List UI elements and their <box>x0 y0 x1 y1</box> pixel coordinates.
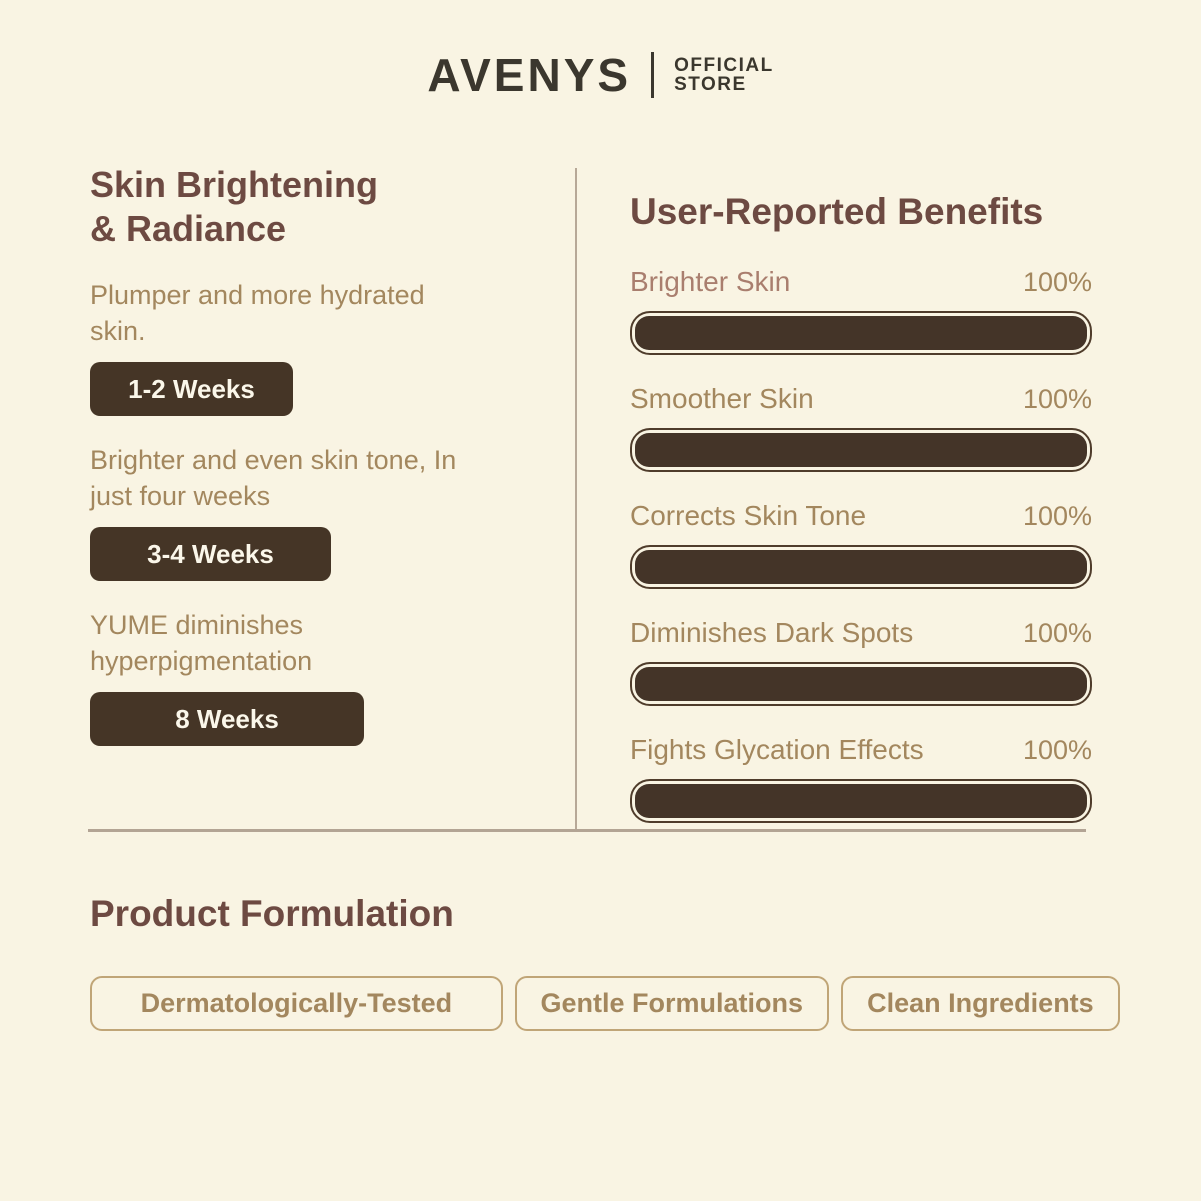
milestone-description-line1: Plumper and more hydrated <box>90 280 425 310</box>
progress-bar-track <box>630 662 1092 706</box>
user-reported-benefits-section: User-Reported Benefits Brighter Skin 100… <box>630 191 1092 850</box>
formulation-pill: Gentle Formulations <box>514 976 829 1031</box>
benefit-label: Smoother Skin <box>630 383 814 414</box>
horizontal-divider <box>88 829 1086 832</box>
benefit-head: Corrects Skin Tone 100% <box>630 499 1092 533</box>
milestone-description-line1: Brighter and even skin tone, In <box>90 445 457 475</box>
product-formulation-section: Product Formulation Dermatologically-Tes… <box>90 893 1120 1031</box>
official-store-line2: STORE <box>674 74 747 95</box>
progress-bar-fill <box>635 667 1087 701</box>
benefit-label: Fights Glycation Effects <box>630 734 924 765</box>
progress-bar-fill <box>635 550 1087 584</box>
milestone-item: Plumper and more hydrated skin. 1-2 Week… <box>90 277 558 416</box>
brand-name: AVENYS <box>427 49 632 101</box>
milestone-description-line1: YUME diminishes <box>90 610 304 640</box>
milestone-item: Brighter and even skin tone, In just fou… <box>90 442 558 581</box>
benefit-row: Corrects Skin Tone 100% <box>630 499 1092 589</box>
brand-logo: AVENYS OFFICIAL STORE <box>0 52 1201 98</box>
weeks-badge: 3-4 Weeks <box>90 527 331 581</box>
progress-bar-fill <box>635 433 1087 467</box>
benefit-head: Diminishes Dark Spots 100% <box>630 616 1092 650</box>
benefit-value: 100% <box>1022 501 1092 531</box>
benefit-value: 100% <box>1022 384 1092 414</box>
official-store-label: OFFICIAL STORE <box>674 56 774 94</box>
benefit-label: Brighter Skin <box>630 266 791 297</box>
weeks-badge: 1-2 Weeks <box>90 362 293 416</box>
progress-bar-track <box>630 311 1092 355</box>
formulation-pill: Clean Ingredients <box>840 976 1120 1031</box>
milestone-description: YUME diminishes hyperpigmentation <box>90 607 558 679</box>
progress-bar-fill <box>635 316 1087 350</box>
progress-bar-track <box>630 545 1092 589</box>
official-store-line1: OFFICIAL <box>674 55 774 76</box>
progress-bar-track <box>630 779 1092 823</box>
benefit-row: Fights Glycation Effects 100% <box>630 733 1092 823</box>
formulation-pill: Dermatologically-Tested <box>90 976 503 1031</box>
progress-bar-track <box>630 428 1092 472</box>
benefit-value: 100% <box>1022 618 1092 648</box>
progress-bar-fill <box>635 784 1087 818</box>
benefit-head: Brighter Skin 100% <box>630 265 1092 299</box>
benefit-head: Smoother Skin 100% <box>630 382 1092 416</box>
benefit-value: 100% <box>1022 267 1092 297</box>
vertical-divider <box>575 168 577 831</box>
milestone-description-line2: skin. <box>90 316 146 346</box>
product-formulation-title: Product Formulation <box>90 893 454 934</box>
benefit-row: Smoother Skin 100% <box>630 382 1092 472</box>
benefit-label: Corrects Skin Tone <box>630 500 867 531</box>
milestone-description: Plumper and more hydrated skin. <box>90 277 558 349</box>
formulation-pill-row: Dermatologically-Tested Gentle Formulati… <box>90 976 1120 1031</box>
benefit-head: Fights Glycation Effects 100% <box>630 733 1092 767</box>
logo-divider <box>651 52 655 98</box>
skin-brightening-title-line2: & Radiance <box>90 208 287 249</box>
milestone-description-line2: just four weeks <box>90 481 271 511</box>
benefit-label: Diminishes Dark Spots <box>630 617 914 648</box>
skin-brightening-section: Skin Brightening & Radiance Plumper and … <box>90 163 558 746</box>
benefit-row: Brighter Skin 100% <box>630 265 1092 355</box>
milestone-description-line2: hyperpigmentation <box>90 646 313 676</box>
benefit-value: 100% <box>1022 735 1092 765</box>
milestone-item: YUME diminishes hyperpigmentation 8 Week… <box>90 607 558 746</box>
weeks-badge: 8 Weeks <box>90 692 364 746</box>
benefits-title: User-Reported Benefits <box>630 191 1044 232</box>
milestone-description: Brighter and even skin tone, In just fou… <box>90 442 558 514</box>
skin-brightening-title-line1: Skin Brightening <box>90 164 378 205</box>
skin-brightening-title: Skin Brightening & Radiance <box>90 163 558 251</box>
benefit-row: Diminishes Dark Spots 100% <box>630 616 1092 706</box>
